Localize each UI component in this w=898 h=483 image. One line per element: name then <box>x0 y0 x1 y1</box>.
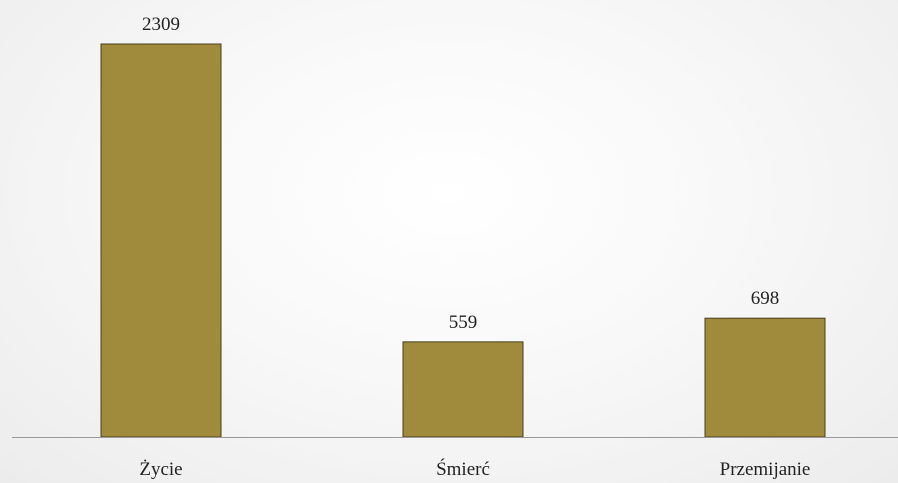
data-label-0: 2309 <box>142 14 180 35</box>
data-label-1: 559 <box>449 312 478 333</box>
category-label-2: Przemijanie <box>720 459 811 480</box>
data-label-2: 698 <box>751 288 780 309</box>
value-labels-group: 2309 559 698 <box>142 14 779 333</box>
bars-group <box>100 43 826 438</box>
category-label-0: Życie <box>139 459 182 480</box>
category-labels-group: Życie Śmierć Przemijanie <box>139 458 810 480</box>
bar-0 <box>100 43 222 438</box>
category-label-1: Śmierć <box>436 458 490 480</box>
bar-2 <box>704 317 826 438</box>
bar-1 <box>402 341 524 438</box>
